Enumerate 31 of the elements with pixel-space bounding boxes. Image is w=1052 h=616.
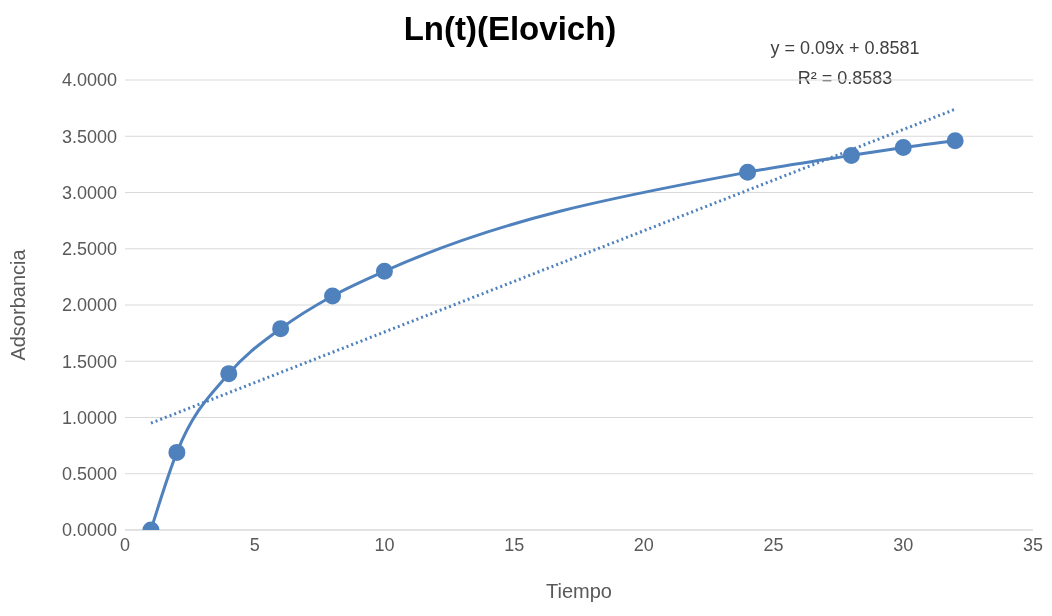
chart-title: Ln(t)(Elovich) — [403, 10, 617, 47]
y-axis-title: Adsorbancia — [7, 248, 30, 361]
point — [842, 146, 860, 164]
point — [168, 443, 186, 461]
x-tick-label: 5 — [249, 534, 260, 555]
point — [946, 132, 964, 150]
y-tick-label: 2.0000 — [61, 295, 117, 316]
y-tick-label: 0.0000 — [61, 520, 117, 541]
x-tick-label: 35 — [1022, 534, 1044, 555]
point — [272, 320, 290, 338]
x-axis-title: Tiempo — [546, 580, 612, 602]
x-tick-label: 30 — [893, 534, 914, 555]
y-tick-label: 1.5000 — [61, 351, 117, 372]
annotation: R² = 0.8583 — [796, 68, 894, 89]
x-tick-label: 15 — [504, 534, 525, 555]
point — [739, 163, 757, 181]
y-tick-label: 3.5000 — [61, 126, 117, 147]
text: y = 0.09x + 0.8581 — [769, 38, 921, 59]
y-tick-label: 3.0000 — [61, 182, 117, 203]
x-tick-label: 0 — [119, 534, 131, 555]
point — [375, 262, 393, 280]
point — [220, 365, 238, 383]
x-tick-label: 10 — [374, 534, 395, 555]
y-tick-label: 1.0000 — [61, 407, 117, 428]
y-tick-label: 4.0000 — [61, 70, 117, 91]
y-tick-label: 2.5000 — [61, 239, 117, 260]
x-tick-label: 20 — [633, 534, 654, 555]
y-tick-label: 0.5000 — [61, 464, 117, 485]
point — [894, 139, 912, 156]
x-tick-label: 25 — [763, 534, 784, 555]
point — [324, 287, 342, 305]
